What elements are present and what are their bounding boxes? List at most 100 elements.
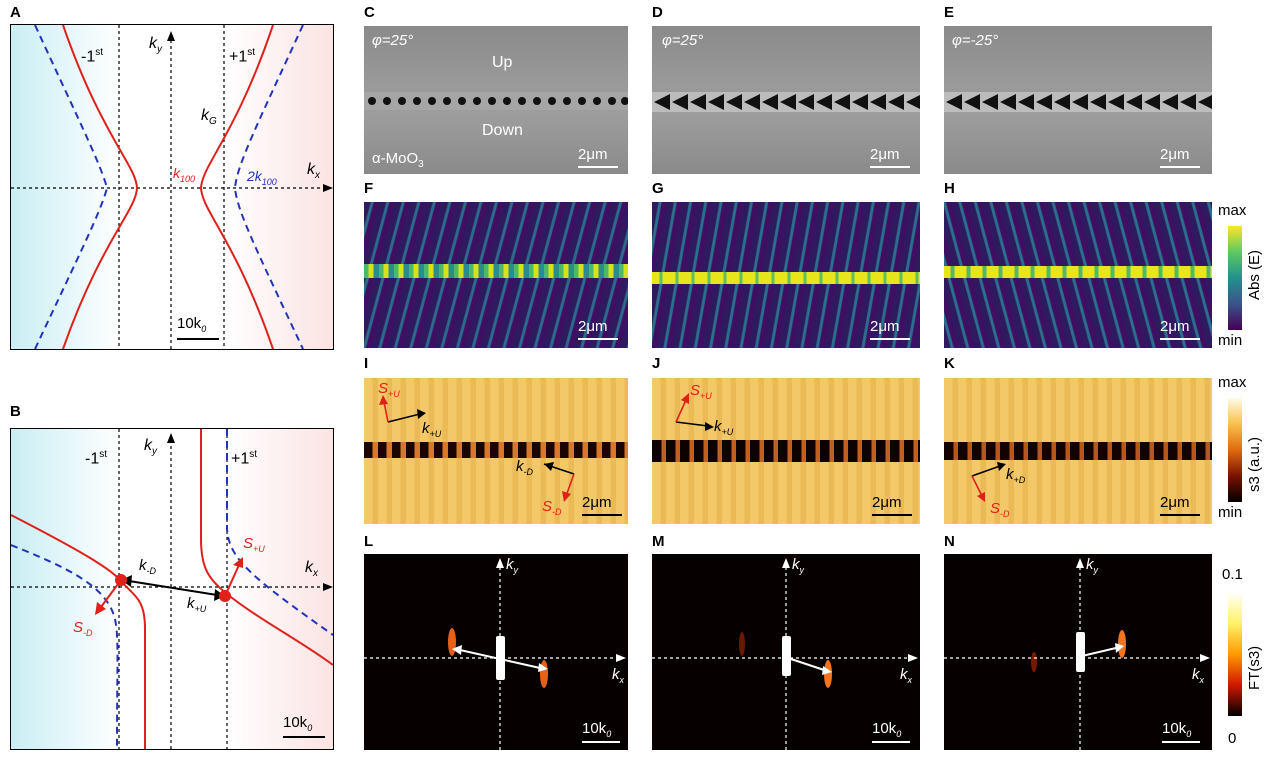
snom-line-k: [944, 442, 1212, 460]
scale-bar-e: [1160, 166, 1200, 168]
ft-colorbar: [1228, 592, 1242, 716]
sem-image-c: φ=25° Up Down α-MoO3 2μm: [364, 26, 628, 174]
k-plus-u-label-i: k+U: [422, 420, 442, 439]
sim-hotline-g: [652, 272, 920, 284]
ft-scale-label-n: 10k0: [1162, 720, 1192, 739]
scale-bar-f: [578, 338, 618, 340]
snom-arrows-k: [971, 462, 1006, 502]
minus-first-order-label: -1st: [81, 47, 104, 66]
s-plus-u-label: S+U: [243, 535, 265, 554]
snom-image-j: S+U k+U 2μm: [652, 378, 920, 524]
two-k100-label: 2k100: [247, 168, 277, 187]
scale-bar-h: [1160, 338, 1200, 340]
panel-a-scale-label: 10k0: [177, 315, 207, 334]
snom-colorbar-label: s3 (a.u.): [1246, 436, 1263, 492]
sim-image-f: 2μm: [364, 202, 628, 348]
panel-b-dispersion: -1st +1st ky kx k-D k+U S+U S-D 10k0: [10, 428, 334, 750]
kg-label: kG: [201, 107, 217, 128]
ky-axis-label: ky: [149, 35, 162, 56]
sem-image-d: φ=25° 2μm: [652, 26, 920, 174]
scale-label-i: 2μm: [582, 494, 612, 511]
s-minus-d-label: S-D: [73, 619, 93, 638]
scale-label-f: 2μm: [578, 318, 608, 335]
scale-label-c: 2μm: [578, 146, 608, 163]
panel-b-scale-label: 10k0: [283, 714, 313, 733]
panel-label-g: G: [652, 180, 664, 197]
ky-label-l: ky: [506, 556, 518, 575]
scale-label-h: 2μm: [1160, 318, 1190, 335]
snom-image-k: k+D S-D 2μm: [944, 378, 1212, 524]
snom-arrows-i: [379, 395, 575, 502]
down-label: Down: [482, 122, 523, 139]
panel-label-i: I: [364, 355, 369, 372]
ft-plot-m: [652, 558, 918, 750]
kx-axis-label: kx: [307, 161, 320, 182]
sem-triangles-d: [652, 92, 920, 112]
panel-label-a: A: [10, 4, 21, 21]
ft-scale-label-l: 10k0: [582, 720, 612, 739]
panel-label-l: L: [364, 533, 374, 550]
snom-colorbar: [1228, 398, 1242, 502]
snom-image-i: S+U k+U k-D S-D 2μm: [364, 378, 628, 524]
panel-label-k: K: [944, 355, 955, 372]
panel-label-j: J: [652, 355, 661, 372]
scale-bar-k: [1160, 514, 1200, 516]
material-label: α-MoO3: [372, 150, 424, 170]
plus-first-order-label: +1st: [229, 47, 256, 66]
ft-scale-label-m: 10k0: [872, 720, 902, 739]
k-plus-u-label-j: k+U: [714, 418, 734, 437]
panel-label-e: E: [944, 4, 955, 21]
kx-axis-label-b: kx: [305, 559, 318, 580]
panel-a-plot: [11, 25, 333, 349]
ft-colorbar-max: 0.1: [1222, 566, 1243, 583]
angle-label-e: φ=-25°: [952, 32, 999, 49]
kx-label-m: kx: [900, 666, 912, 685]
panel-label-h: H: [944, 180, 955, 197]
ky-label-n: ky: [1086, 556, 1098, 575]
ft-plot-n: [944, 558, 1210, 750]
ky-axis-label-b: ky: [144, 437, 157, 458]
s-minus-d-label-i: S-D: [542, 498, 562, 517]
k-plus-u-label: k+U: [187, 595, 207, 614]
panel-label-c: C: [364, 4, 375, 21]
ky-label-m: ky: [792, 556, 804, 575]
plus-first-order-label-b: +1st: [231, 449, 258, 468]
kx-label-n: kx: [1192, 666, 1204, 685]
angle-label-c: φ=25°: [372, 32, 414, 49]
minus-first-order-label-b: -1st: [85, 449, 108, 468]
k-minus-d-label: k-D: [139, 557, 156, 576]
k-minus-d-label-i: k-D: [516, 458, 533, 477]
scale-bar-d: [870, 166, 910, 168]
sim-colorbar-label: Abs (E): [1246, 249, 1263, 300]
panel-b-plot: [11, 429, 333, 749]
sim-hotline-h: [944, 266, 1212, 278]
snom-line-i: [364, 442, 628, 458]
panel-label-d: D: [652, 4, 663, 21]
s-plus-u-label-j: S+U: [690, 382, 712, 401]
scale-bar-g: [870, 338, 910, 340]
scale-label-d: 2μm: [870, 146, 900, 163]
snom-colorbar-min: min: [1218, 504, 1243, 521]
ft-image-l: ky kx 10k0: [364, 554, 628, 750]
panel-label-f: F: [364, 180, 374, 197]
scale-bar-c: [578, 166, 618, 168]
ft-colorbar-label: FT(s3): [1246, 645, 1263, 690]
scale-label-k: 2μm: [1160, 494, 1190, 511]
s-plus-u-label-i: S+U: [378, 380, 400, 399]
kx-label-l: kx: [612, 666, 624, 685]
snom-arrows-j: [675, 393, 714, 431]
snom-line-j: [652, 440, 920, 462]
sem-image-e: φ=-25° 2μm: [944, 26, 1212, 174]
sim-image-h: 2μm: [944, 202, 1212, 348]
scale-label-e: 2μm: [1160, 146, 1190, 163]
sem-holes: [364, 92, 628, 110]
ft-image-m: ky kx 10k0: [652, 554, 920, 750]
scale-bar-j: [872, 514, 912, 516]
scale-bar-i: [582, 514, 622, 516]
sim-colorbar-min: min: [1218, 332, 1243, 349]
k100-label: k100: [173, 165, 196, 184]
angle-label-d: φ=25°: [662, 32, 704, 49]
ft-plot-l: [364, 558, 626, 750]
sem-triangles-e: [944, 92, 1212, 112]
k-plus-d-label-k: k+D: [1006, 466, 1026, 485]
